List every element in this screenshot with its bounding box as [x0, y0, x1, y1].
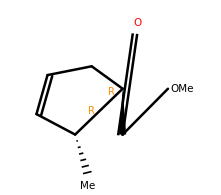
Text: OMe: OMe: [170, 84, 194, 94]
Polygon shape: [119, 89, 126, 135]
Text: O: O: [133, 18, 141, 28]
Text: R: R: [108, 87, 115, 97]
Text: Me: Me: [80, 181, 95, 191]
Text: R: R: [88, 106, 95, 116]
